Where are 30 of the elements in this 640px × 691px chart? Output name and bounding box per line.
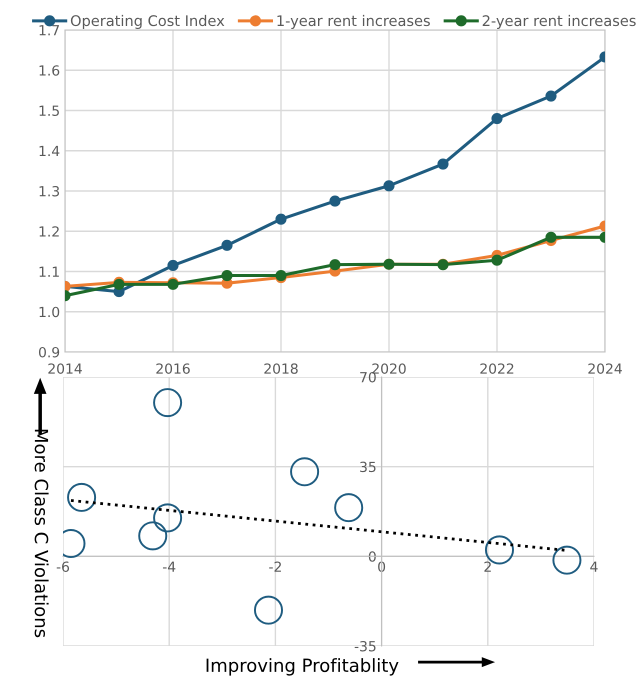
x-tick-label: 2014 (48, 363, 82, 374)
x-tick-label: -2 (269, 561, 281, 572)
y-tick-label: 1.2 (40, 226, 59, 237)
x-tick-label: 2022 (480, 363, 514, 374)
y-tick-label: 1.6 (40, 65, 60, 76)
y-tick-label: 1.0 (40, 306, 60, 318)
y-tick-label: 1.3 (40, 186, 60, 196)
y-axis-title: More Class C Violations (34, 430, 49, 638)
legend-label: Operating Cost Index (70, 14, 224, 29)
legend-label: 2-year rent increases (482, 14, 636, 29)
x-tick-label: 0 (378, 561, 386, 572)
x-tick-label: 2024 (588, 363, 622, 374)
x-tick-label: -4 (162, 562, 176, 572)
y-tick-label: 1.7 (40, 25, 59, 36)
x-tick-label: 2016 (156, 363, 190, 374)
x-tick-label: 2020 (372, 363, 406, 374)
y-tick-label: 1.4 (40, 146, 60, 156)
y-tick-label: 0.9 (38, 346, 60, 358)
y-tick-label: 35 (360, 462, 376, 472)
y-tick-label: -35 (354, 640, 376, 652)
x-tick-label: -6 (56, 561, 70, 572)
legend-label: 1-year rent increases (277, 14, 430, 29)
x-axis-title: Improving Profitablity (206, 658, 399, 676)
y-tick-label: 70 (360, 372, 376, 382)
x-tick-label: 2 (484, 561, 491, 572)
x-tick-label: 2018 (264, 363, 298, 374)
y-tick-label: 1.1 (40, 266, 59, 277)
y-tick-label: 1.5 (40, 106, 59, 116)
x-tick-label: 4 (590, 562, 598, 572)
y-tick-label: 0 (368, 551, 376, 562)
